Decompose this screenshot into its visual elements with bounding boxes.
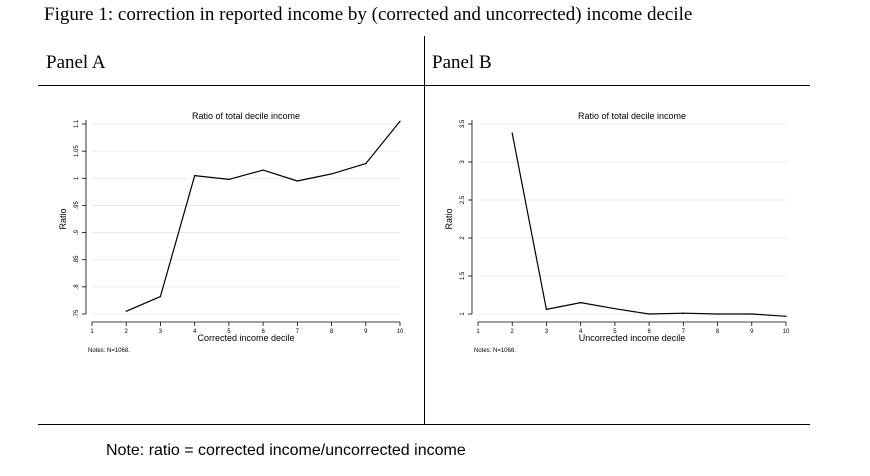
data-point bbox=[545, 308, 548, 311]
x-axis-label: Uncorrected income decile bbox=[579, 333, 686, 343]
data-point bbox=[330, 173, 333, 175]
x-tick-label: 6 bbox=[261, 329, 265, 335]
data-point bbox=[614, 308, 616, 310]
chart-note: Notes: N=1068. bbox=[88, 348, 130, 354]
data-point bbox=[262, 169, 264, 171]
data-point bbox=[399, 120, 401, 122]
y-tick-label: 1 bbox=[460, 312, 466, 316]
footnote: Note: ratio = corrected income/uncorrect… bbox=[106, 442, 466, 459]
data-point bbox=[785, 315, 787, 317]
y-tick-label: 1.1 bbox=[74, 119, 80, 128]
y-tick-label: .95 bbox=[74, 201, 80, 210]
y-tick-label: 1.05 bbox=[74, 145, 80, 157]
y-tick-label: 2 bbox=[460, 236, 466, 240]
x-tick-label: 7 bbox=[682, 329, 686, 335]
x-tick-label: 10 bbox=[397, 329, 404, 335]
x-tick-label: 5 bbox=[227, 329, 231, 335]
x-tick-label: 6 bbox=[647, 329, 651, 335]
data-point bbox=[194, 174, 196, 177]
figure-title: Figure 1: correction in reported income … bbox=[44, 4, 693, 25]
series-line bbox=[125, 120, 401, 312]
y-tick-label: 1 bbox=[74, 176, 80, 180]
y-tick-label: .75 bbox=[74, 309, 80, 318]
y-tick-label: .9 bbox=[74, 229, 80, 235]
data-point bbox=[580, 302, 582, 304]
panel-a-chart: Ratio of total decile income .75 .8 .85 .9 .9… bbox=[58, 111, 404, 354]
y-axis-label: Ratio bbox=[58, 208, 68, 229]
chart-note: Notes: N=1068. bbox=[474, 348, 516, 354]
x-tick-label: 8 bbox=[716, 329, 720, 335]
x-tick-label: 1 bbox=[90, 329, 94, 335]
y-tick-label: 3.5 bbox=[460, 119, 466, 128]
panel-b-chart: Ratio of total decile income 1 1.5 2 2.5 3 3.5… bbox=[444, 111, 790, 354]
x-tick-label: 4 bbox=[193, 329, 197, 335]
data-point bbox=[159, 296, 162, 298]
y-tick-label: .8 bbox=[74, 284, 80, 290]
chart-title: Ratio of total decile income bbox=[192, 111, 300, 121]
data-point bbox=[751, 313, 753, 315]
x-tick-label: 3 bbox=[159, 329, 163, 335]
x-tick-label: 10 bbox=[783, 329, 790, 335]
y-axis-label: Ratio bbox=[444, 208, 454, 229]
panel-divider bbox=[424, 36, 425, 424]
x-tick-label: 8 bbox=[330, 329, 334, 335]
y-tick-label: 3 bbox=[460, 160, 466, 164]
x-tick-label: 4 bbox=[579, 329, 583, 335]
panel-b-label: Panel B bbox=[432, 52, 492, 73]
x-tick-label: 1 bbox=[476, 329, 480, 335]
x-tick-label: 7 bbox=[296, 329, 300, 335]
y-tick-label: 2.5 bbox=[460, 195, 466, 204]
data-point bbox=[228, 178, 230, 180]
data-point bbox=[682, 312, 684, 314]
x-tick-label: 9 bbox=[750, 329, 754, 335]
data-point bbox=[125, 310, 127, 312]
data-point bbox=[648, 313, 650, 315]
x-tick-label: 3 bbox=[545, 329, 549, 335]
x-tick-label: 9 bbox=[364, 329, 368, 335]
x-tick-label: 2 bbox=[511, 329, 515, 335]
panel-a-label: Panel A bbox=[46, 52, 106, 73]
x-tick-label: 5 bbox=[613, 329, 617, 335]
series-line bbox=[511, 132, 787, 317]
data-point bbox=[296, 180, 298, 182]
panel-bottom-rule bbox=[38, 424, 810, 425]
data-point bbox=[365, 163, 367, 165]
data-point bbox=[511, 132, 513, 134]
x-tick-label: 2 bbox=[125, 329, 129, 335]
y-tick-label: 1.5 bbox=[460, 271, 466, 280]
chart-title: Ratio of total decile income bbox=[578, 111, 686, 121]
data-point bbox=[716, 313, 719, 315]
y-tick-label: .85 bbox=[74, 255, 80, 264]
x-axis-label: Corrected income decile bbox=[197, 333, 294, 343]
